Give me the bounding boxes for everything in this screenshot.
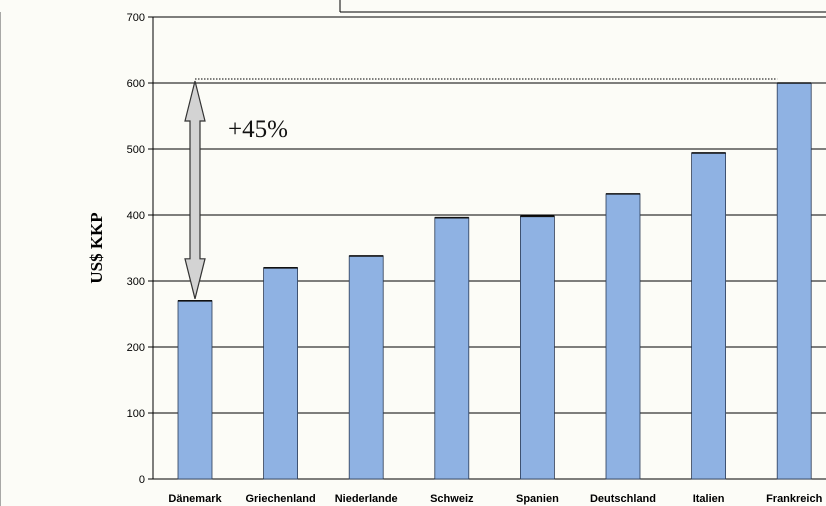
bar <box>434 217 470 480</box>
x-tick-label: Italien <box>693 493 725 505</box>
x-tick-label: Deutschland <box>590 493 656 505</box>
x-tick-label: Dänemark <box>168 493 222 505</box>
y-tick-label: 400 <box>127 210 145 222</box>
y-tick-label: 300 <box>127 276 145 288</box>
bar <box>263 267 299 480</box>
x-tick-label: Frankreich <box>766 493 823 505</box>
y-tick-label: 0 <box>139 474 145 486</box>
bar <box>177 300 213 480</box>
y-axis-title: US$ KKP <box>87 212 106 283</box>
x-tick-label: Niederlande <box>335 493 398 505</box>
y-tick-label: 700 <box>127 12 145 24</box>
percent-difference-label: +45% <box>228 116 288 143</box>
y-axis-ticks: 0 100 200 300 400 500 600 700 <box>127 12 153 486</box>
bar <box>348 255 384 480</box>
bar <box>691 152 726 480</box>
bars <box>177 82 812 480</box>
y-tick-label: 200 <box>127 342 145 354</box>
x-axis-labels: Dänemark Griechenland Niederlande Schweiz Sp… <box>168 493 822 505</box>
y-tick-label: 500 <box>127 144 145 156</box>
bar <box>520 215 555 480</box>
bar <box>776 82 812 480</box>
y-tick-label: 600 <box>127 78 145 90</box>
y-tick-label: 100 <box>127 408 145 420</box>
x-tick-label: Spanien <box>516 493 559 505</box>
bar <box>605 193 641 480</box>
x-tick-label: Schweiz <box>430 493 474 505</box>
x-tick-label: Griechenland <box>245 493 315 505</box>
double-arrow-icon <box>184 80 206 299</box>
